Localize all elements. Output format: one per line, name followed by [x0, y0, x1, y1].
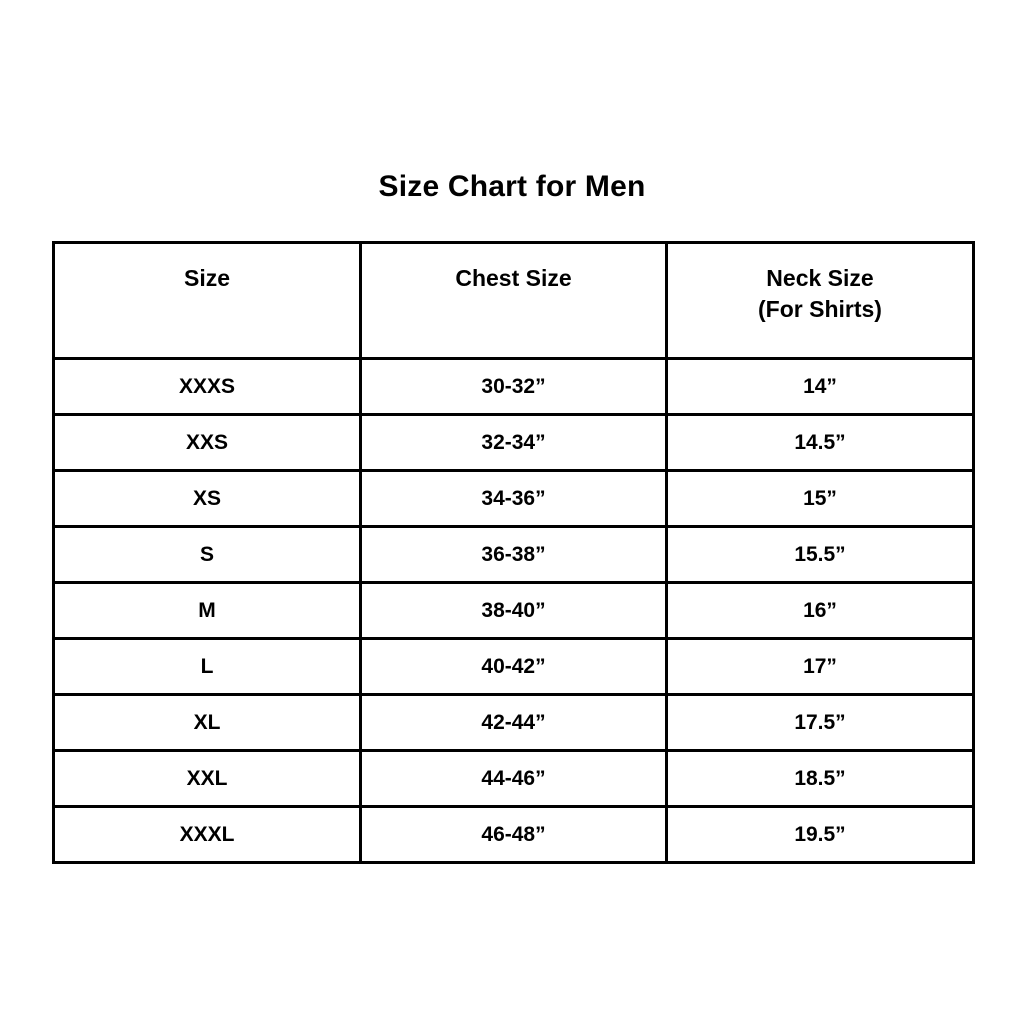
cell-size: XS — [52, 469, 362, 528]
table-row: L 40-42” 17” — [52, 637, 975, 696]
cell-size: XL — [52, 693, 362, 752]
table-row: XXXL 46-48” 19.5” — [52, 805, 975, 864]
cell-neck: 16” — [665, 581, 975, 640]
table-body: XXXS 30-32” 14” XXS 32-34” 14.5” XS 34-3… — [52, 357, 975, 864]
cell-chest: 36-38” — [359, 525, 668, 584]
cell-neck: 19.5” — [665, 805, 975, 864]
column-header-chest-size-label: Chest Size — [455, 265, 572, 291]
cell-neck: 15.5” — [665, 525, 975, 584]
cell-neck: 18.5” — [665, 749, 975, 808]
cell-chest: 44-46” — [359, 749, 668, 808]
cell-chest: 34-36” — [359, 469, 668, 528]
cell-size: L — [52, 637, 362, 696]
cell-neck: 17.5” — [665, 693, 975, 752]
table-header-row: Size Chest Size Neck Size (For Shirts) — [52, 241, 975, 360]
cell-size: XXXS — [52, 357, 362, 416]
table-row: XXL 44-46” 18.5” — [52, 749, 975, 808]
cell-chest: 32-34” — [359, 413, 668, 472]
column-header-neck-size-sublabel: (For Shirts) — [758, 296, 882, 322]
cell-chest: 40-42” — [359, 637, 668, 696]
cell-size: XXL — [52, 749, 362, 808]
cell-chest: 38-40” — [359, 581, 668, 640]
size-chart-table: Size Chest Size Neck Size (For Shirts) X… — [52, 241, 975, 864]
cell-size: XXS — [52, 413, 362, 472]
table-row: XXS 32-34” 14.5” — [52, 413, 975, 472]
column-header-size-label: Size — [183, 265, 231, 291]
table-row: XL 42-44” 17.5” — [52, 693, 975, 752]
column-header-neck-size: Neck Size (For Shirts) — [665, 241, 975, 360]
cell-chest: 30-32” — [359, 357, 668, 416]
cell-neck: 14.5” — [665, 413, 975, 472]
column-header-size: Size — [52, 241, 362, 360]
cell-chest: 42-44” — [359, 693, 668, 752]
cell-neck: 17” — [665, 637, 975, 696]
table-row: S 36-38” 15.5” — [52, 525, 975, 584]
cell-size: M — [52, 581, 362, 640]
column-header-chest-size: Chest Size — [359, 241, 668, 360]
table-header: Size Chest Size Neck Size (For Shirts) — [52, 241, 975, 360]
cell-size: XXXL — [52, 805, 362, 864]
column-header-neck-size-label: Neck Size — [766, 265, 874, 291]
cell-chest: 46-48” — [359, 805, 668, 864]
table-row: XS 34-36” 15” — [52, 469, 975, 528]
cell-neck: 14” — [665, 357, 975, 416]
table-row: XXXS 30-32” 14” — [52, 357, 975, 416]
table-row: M 38-40” 16” — [52, 581, 975, 640]
cell-neck: 15” — [665, 469, 975, 528]
page-title: Size Chart for Men — [378, 170, 646, 203]
cell-size: S — [52, 525, 362, 584]
